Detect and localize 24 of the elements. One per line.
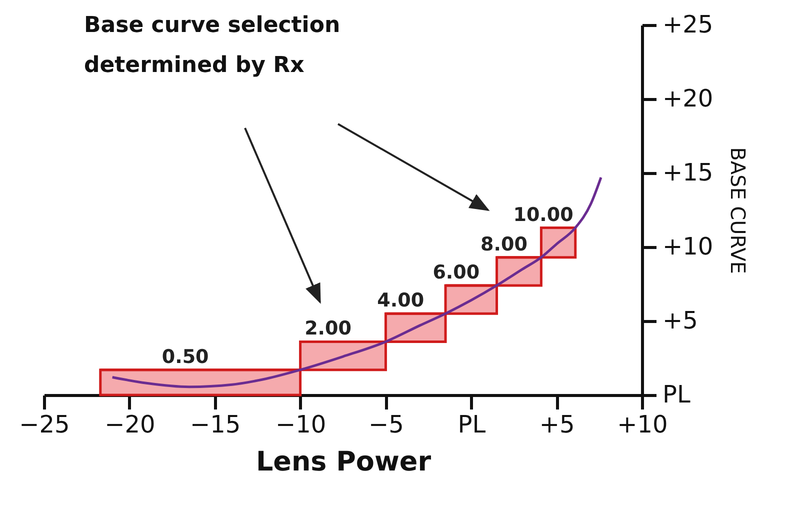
y-tick-label: +20 <box>662 84 714 112</box>
y-tick-label: PL <box>662 380 691 408</box>
y-axis-title: BASE CURVE <box>726 147 750 274</box>
annotation: 4.00 <box>377 290 424 312</box>
x-tick-label: +10 <box>617 410 668 438</box>
annotation: 8.00 <box>480 233 528 256</box>
x-axis-title: Lens Power <box>256 446 432 478</box>
y-tick-label: +5 <box>662 306 698 334</box>
annotation: 0.50 <box>162 346 209 368</box>
y-tick-label: +25 <box>662 10 714 38</box>
y-tick-label: +10 <box>662 232 714 260</box>
line-series <box>111 176 602 388</box>
x-tick-label: PL <box>458 410 486 438</box>
x-tick-label: −5 <box>368 410 404 438</box>
x-tick-label: −20 <box>104 410 156 438</box>
x-tick-label: −25 <box>19 410 70 438</box>
y-tick-label: +15 <box>662 158 714 186</box>
annotation: 10.00 <box>513 204 574 226</box>
x-tick-label: −10 <box>275 410 326 438</box>
annotation: 2.00 <box>304 318 352 340</box>
x-tick-label: +5 <box>539 410 575 438</box>
annotation: 6.00 <box>432 261 480 284</box>
annotation: Base curve selection determined by Rx <box>84 13 340 78</box>
x-tick-label: −15 <box>190 410 241 438</box>
